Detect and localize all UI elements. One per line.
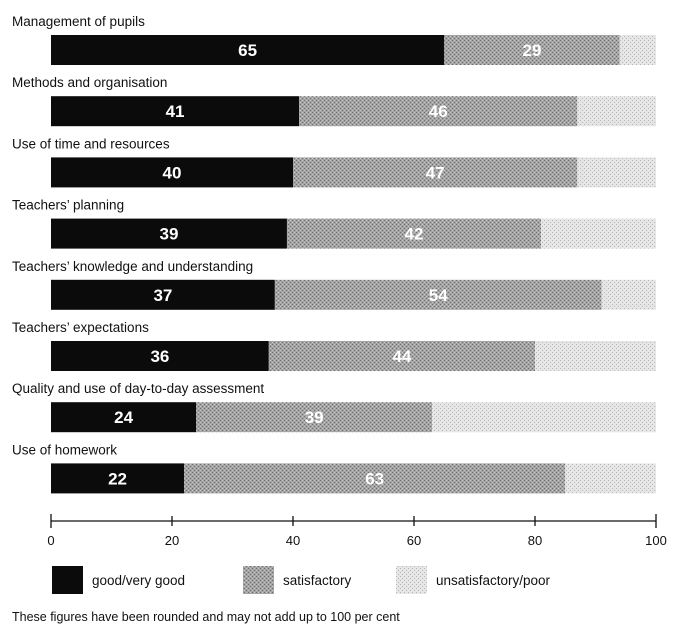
category-label-teachers-expectations: Teachers’ expectations xyxy=(12,320,149,335)
data-label-satisfactory-teachers-planning: 42 xyxy=(405,225,424,244)
x-tick-label-60: 60 xyxy=(407,533,421,548)
data-label-good-very-good-management-of-pupils: 65 xyxy=(238,41,257,60)
category-label-use-of-homework: Use of homework xyxy=(12,442,117,457)
bar-satisfactory-use-of-time-and-resources xyxy=(293,157,578,188)
legend-swatch-unsatisfactory-poor xyxy=(396,566,427,594)
x-tick-label-40: 40 xyxy=(286,533,300,548)
bar-unsatisfactory-poor-teachers-knowledge-and-understanding xyxy=(601,279,656,310)
bar-satisfactory-teachers-planning xyxy=(286,218,542,249)
data-label-good-very-good-methods-and-organisation: 41 xyxy=(166,102,185,121)
bar-good-very-good-management-of-pupils xyxy=(51,35,445,65)
category-label-quality-and-use-of-day-to-day-assessment: Quality and use of day-to-day assessment xyxy=(12,381,264,396)
bar-good-very-good-teachers-planning xyxy=(51,218,287,249)
bar-good-very-good-methods-and-organisation xyxy=(51,96,300,127)
bar-satisfactory-methods-and-organisation xyxy=(299,96,578,127)
category-label-teachers-knowledge-and-understanding: Teachers’ knowledge and understanding xyxy=(12,259,253,274)
bar-unsatisfactory-poor-management-of-pupils xyxy=(619,35,656,65)
category-label-use-of-time-and-resources: Use of time and resources xyxy=(12,136,170,151)
bar-satisfactory-use-of-homework xyxy=(184,463,566,494)
category-label-management-of-pupils: Management of pupils xyxy=(12,14,145,29)
bar-satisfactory-teachers-knowledge-and-understanding xyxy=(274,279,602,310)
data-label-satisfactory-use-of-time-and-resources: 47 xyxy=(426,163,445,182)
legend-swatch-satisfactory xyxy=(243,566,274,594)
bar-unsatisfactory-poor-use-of-homework xyxy=(565,463,656,494)
legend: good/very good satisfactory unsatisfactory… xyxy=(52,566,551,594)
data-label-good-very-good-quality-and-use-of-day-to-day-assessment: 24 xyxy=(114,408,133,427)
category-label-methods-and-organisation: Methods and organisation xyxy=(12,75,167,90)
data-label-satisfactory-management-of-pupils: 29 xyxy=(523,41,542,60)
data-label-good-very-good-teachers-planning: 39 xyxy=(160,225,179,244)
bar-unsatisfactory-poor-teachers-expectations xyxy=(535,341,656,371)
legend-label-satisfactory: satisfactory xyxy=(283,573,352,588)
data-label-good-very-good-use-of-homework: 22 xyxy=(108,469,127,488)
bar-unsatisfactory-poor-methods-and-organisation xyxy=(577,96,656,127)
data-label-good-very-good-teachers-expectations: 36 xyxy=(150,347,169,366)
data-label-satisfactory-quality-and-use-of-day-to-day-assessment: 39 xyxy=(305,408,324,427)
data-label-satisfactory-use-of-homework: 63 xyxy=(365,469,384,488)
bar-satisfactory-teachers-expectations xyxy=(268,341,535,371)
bar-good-very-good-use-of-homework xyxy=(51,463,185,494)
bar-satisfactory-quality-and-use-of-day-to-day-assessment xyxy=(196,402,433,433)
data-label-satisfactory-methods-and-organisation: 46 xyxy=(429,102,448,121)
data-label-good-very-good-teachers-knowledge-and-understanding: 37 xyxy=(153,286,172,305)
x-tick-label-20: 20 xyxy=(165,533,179,548)
data-label-good-very-good-use-of-time-and-resources: 40 xyxy=(163,163,182,182)
x-axis: 0 20 40 60 80 100 xyxy=(47,514,667,548)
bar-good-very-good-teachers-expectations xyxy=(51,341,269,371)
x-tick-label-0: 0 xyxy=(47,533,54,548)
bar-good-very-good-use-of-time-and-resources xyxy=(51,157,293,188)
data-label-satisfactory-teachers-expectations: 44 xyxy=(392,347,411,366)
data-label-satisfactory-teachers-knowledge-and-understanding: 54 xyxy=(429,286,448,305)
footnote: These figures have been rounded and may … xyxy=(12,610,400,624)
bar-unsatisfactory-poor-quality-and-use-of-day-to-day-assessment xyxy=(432,402,656,433)
bar-good-very-good-quality-and-use-of-day-to-day-assessment xyxy=(51,402,197,433)
legend-label-good-very-good: good/very good xyxy=(92,573,185,588)
bars-layer: Management of pupils 65 29 Methods and orga… xyxy=(12,14,656,494)
x-tick-label-80: 80 xyxy=(528,533,542,548)
bar-unsatisfactory-poor-use-of-time-and-resources xyxy=(577,157,656,188)
legend-label-unsatisfactory-poor: unsatisfactory/poor xyxy=(436,573,551,588)
bar-good-very-good-teachers-knowledge-and-understanding xyxy=(51,279,275,310)
category-label-teachers-planning: Teachers’ planning xyxy=(12,198,124,213)
legend-swatch-good-very-good xyxy=(52,566,83,594)
bar-satisfactory-management-of-pupils xyxy=(444,35,620,65)
x-tick-label-100: 100 xyxy=(645,533,667,548)
bar-unsatisfactory-poor-teachers-planning xyxy=(541,218,656,249)
